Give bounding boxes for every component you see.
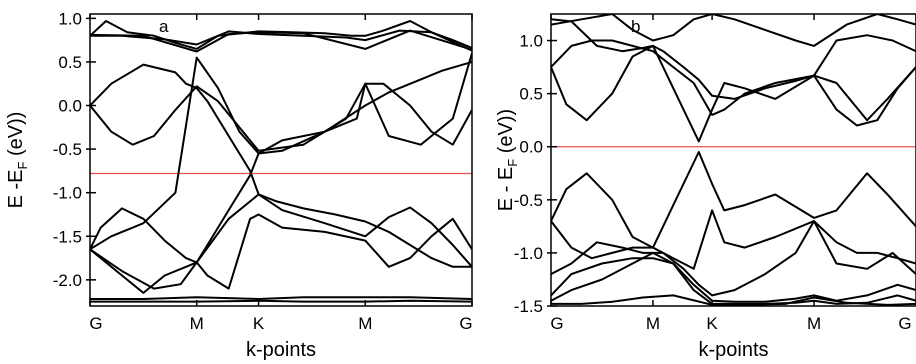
y-tick-label: -0.5	[53, 140, 82, 159]
y-axis-title: E - EF (eV))	[495, 109, 520, 211]
band-line-6	[90, 52, 472, 264]
band-line-6	[551, 220, 916, 297]
y-axis-title-main: E - E	[495, 167, 517, 211]
y-tick-label: 1.0	[519, 32, 543, 51]
y-axis-title-subscript: F	[15, 162, 30, 170]
band-line-7	[90, 193, 472, 290]
band-line-2	[551, 44, 916, 143]
panel-label: b	[631, 17, 640, 36]
y-tick-label: -1.5	[514, 297, 543, 316]
band-line-8	[90, 213, 472, 294]
y-axis-title-main: E -E	[5, 170, 27, 209]
x-tick-label: G	[898, 314, 911, 333]
panel-label: a	[159, 17, 169, 36]
chart-panel-a: 1.0 0.5 0.0 -0.5 -1.0 -1.5 -2.0 G M K M Gk-points E …	[5, 9, 473, 361]
x-tick-label: M	[190, 314, 204, 333]
plot-frame	[550, 13, 916, 307]
band-line-1	[551, 18, 916, 100]
x-tick-label: K	[253, 314, 265, 333]
y-tick-label: -2.0	[53, 271, 82, 290]
y-axis-title-unit: (eV))	[495, 109, 517, 159]
band-line-9	[90, 296, 472, 300]
y-axis-title-unit: (eV))	[5, 112, 27, 162]
y-tick-label: -1.0	[514, 244, 543, 263]
x-tick-label: M	[358, 314, 372, 333]
y-tick-label: 0.5	[519, 85, 543, 104]
band-line-5	[551, 209, 916, 270]
y-tick-label: 0.0	[519, 138, 543, 157]
band-line-1	[90, 29, 472, 52]
band-line-0	[551, 14, 916, 47]
x-tick-label: K	[706, 314, 718, 333]
y-tick-label: -1.0	[53, 184, 82, 203]
band-line-4	[551, 151, 916, 249]
y-axis-title-subscript: F	[505, 159, 520, 167]
x-tick-label: M	[807, 314, 821, 333]
x-tick-label: G	[459, 314, 472, 333]
y-tick-label: 1.0	[58, 9, 82, 28]
y-tick-label: -1.5	[53, 227, 82, 246]
plot-frame	[89, 13, 473, 307]
y-tick-label: -0.5	[514, 191, 543, 210]
band-line-10	[90, 299, 472, 303]
y-tick-label: 0.0	[58, 97, 82, 116]
band-line-3	[90, 63, 472, 268]
y-tick-label: 0.5	[58, 53, 82, 72]
chart-panel-b: 1.0 0.5 0.0 -0.5 -1.0 -1.5 G M K M Gk-points E - EF…	[495, 13, 916, 361]
x-tick-label: M	[646, 314, 660, 333]
x-tick-label: G	[550, 314, 563, 333]
x-axis-title: k-points	[698, 339, 768, 361]
plot-area	[551, 14, 916, 306]
y-axis-title: E -EF (eV))	[5, 112, 30, 209]
x-axis-title: k-points	[246, 339, 316, 361]
band-line-5	[90, 56, 472, 251]
plot-area	[90, 20, 472, 303]
x-tick-label: G	[89, 314, 102, 333]
band-line-4	[90, 82, 472, 152]
band-line-7	[551, 257, 916, 303]
band-line-2	[90, 29, 472, 53]
band-line-3	[551, 39, 916, 127]
